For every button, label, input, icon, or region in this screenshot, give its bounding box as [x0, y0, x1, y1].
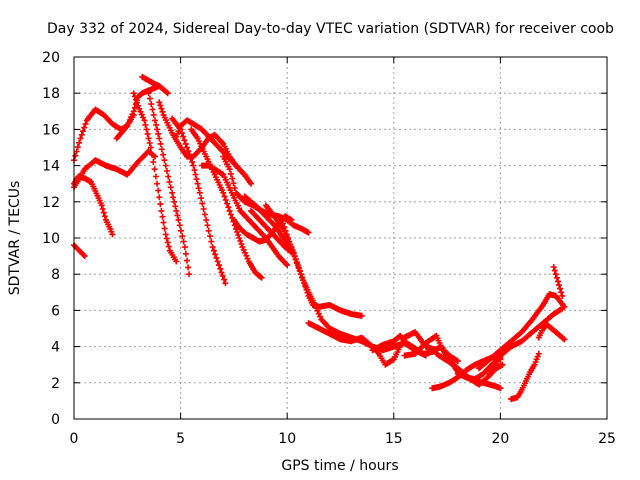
data-point-markers — [486, 305, 566, 377]
x-tick-label: 20 — [491, 431, 509, 447]
data-point-markers — [535, 321, 568, 343]
series-sat-ab — [535, 321, 568, 343]
x-tick-label: 15 — [385, 431, 403, 447]
x-tick-label: 0 — [70, 431, 79, 447]
y-tick-label: 8 — [51, 267, 60, 283]
y-tick-label: 12 — [42, 195, 60, 211]
series-sat-h — [145, 90, 193, 278]
series-sat-z — [476, 291, 568, 372]
data-point-markers — [550, 264, 566, 299]
series-sat-m — [198, 162, 291, 269]
y-tick-label: 20 — [42, 50, 60, 66]
y-axis-label: SDTVAR / TECUs — [7, 181, 23, 296]
data-point-markers — [454, 370, 504, 392]
x-tick-label: 25 — [598, 431, 616, 447]
series-sat-q — [248, 207, 295, 256]
series-sat-j — [173, 117, 254, 187]
x-tick-label: 10 — [278, 431, 296, 447]
y-tick-label: 14 — [42, 159, 60, 175]
series-sat-y — [454, 370, 504, 392]
y-tick-label: 4 — [51, 340, 60, 356]
y-tick-label: 16 — [42, 122, 60, 138]
y-tick-label: 2 — [51, 376, 60, 392]
series-sat-aa — [508, 350, 542, 403]
data-point-markers — [130, 90, 180, 265]
series-sat-f — [139, 73, 171, 97]
series-sat-ad — [486, 305, 566, 377]
data-layer — [71, 73, 568, 403]
data-point-markers — [305, 320, 440, 368]
series-sat-l — [188, 126, 265, 281]
y-tick-label: 0 — [51, 412, 60, 428]
chart-title: Day 332 of 2024, Sidereal Day-to-day VTE… — [47, 21, 614, 37]
data-point-markers — [188, 126, 265, 281]
data-point-markers — [476, 291, 568, 372]
x-axis-label: GPS time / hours — [281, 458, 398, 474]
series-sat-ac — [550, 264, 566, 299]
series-sat-g — [130, 90, 180, 265]
data-point-markers — [508, 350, 542, 403]
plot-frame — [73, 56, 608, 420]
x-tick-label: 5 — [176, 431, 185, 447]
y-tick-label: 18 — [42, 86, 60, 102]
data-point-markers — [169, 115, 229, 287]
data-point-markers — [198, 162, 291, 269]
data-point-markers — [139, 73, 171, 97]
series-sat-k — [169, 115, 229, 287]
y-tick-label: 6 — [51, 303, 60, 319]
data-point-markers — [145, 90, 193, 278]
data-point-markers — [173, 117, 254, 187]
series-sat-t — [305, 320, 440, 368]
data-point-markers — [248, 207, 295, 256]
y-tick-label: 10 — [42, 231, 60, 247]
